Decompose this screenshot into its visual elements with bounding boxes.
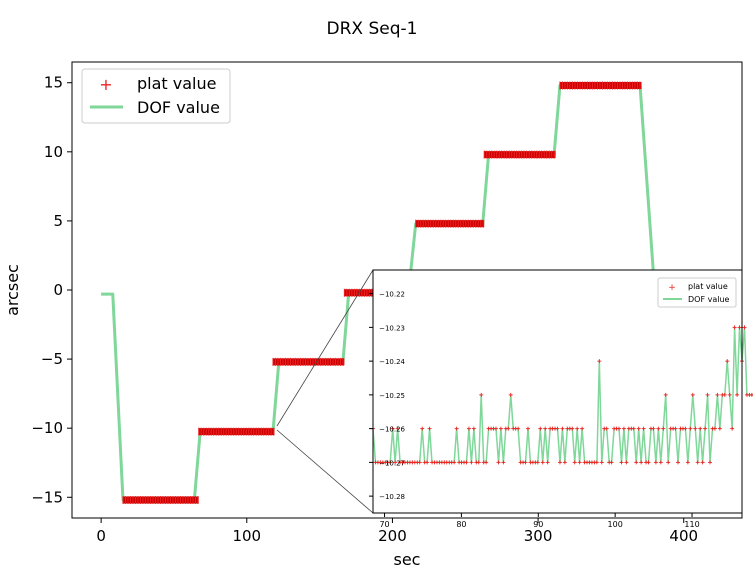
main-legend: + plat value DOF value <box>81 68 231 124</box>
inset-y-tick-label: −10.28 <box>379 493 405 501</box>
x-tick-label: 100 <box>232 527 261 545</box>
inset-y-tick-label: −10.27 <box>379 459 405 467</box>
y-tick-label: −15 <box>31 488 63 506</box>
x-tick-label: 0 <box>96 527 106 545</box>
inset-plot-area <box>371 325 753 465</box>
inset-connectors <box>276 269 374 514</box>
y-tick-label: −10 <box>31 419 63 437</box>
y-axis-label: arcsec <box>3 264 22 316</box>
inset-y-tick-label: −10.23 <box>379 324 405 332</box>
inset-y-tick-label: −10.25 <box>379 392 405 400</box>
inset-axes-frame <box>372 269 743 514</box>
inset-x-tick-label: 90 <box>533 520 543 529</box>
main-legend-dof-label: DOF value <box>137 98 220 117</box>
chart-title: DRX Seq-1 <box>327 19 418 39</box>
main-legend-plat-marker: + <box>99 75 112 94</box>
inset-legend-plat-label: plat value <box>688 282 728 291</box>
y-tick-label: 5 <box>53 212 63 230</box>
inset-connector-bottom <box>276 429 374 514</box>
inset-legend: + plat value DOF value <box>657 277 737 308</box>
inset-legend-dof-label: DOF value <box>688 295 730 304</box>
x-axis-label: sec <box>394 550 421 569</box>
inset-y-tick-label: −10.22 <box>379 291 405 299</box>
inset-connector-top <box>276 269 374 427</box>
main-plot-area <box>101 81 657 505</box>
x-tick-label: 400 <box>669 527 698 545</box>
x-tick-label: 200 <box>378 527 407 545</box>
inset-x-tick-label: 100 <box>608 520 623 529</box>
y-tick-label: 0 <box>53 281 63 299</box>
inset-legend-plat-marker: + <box>668 283 676 293</box>
main-axis-ticks: 0 100 200 300 400 −15 −10 −5 0 5 10 15 <box>31 74 698 545</box>
inset-x-tick-label: 80 <box>456 520 466 529</box>
inset-axis-ticks: 70 80 90 100 110 −10.22 −10.23 −10.24 −10.25 −10.… <box>369 291 700 529</box>
y-tick-label: −5 <box>41 350 63 368</box>
y-tick-label: 15 <box>44 74 63 92</box>
y-tick-label: 10 <box>44 143 63 161</box>
inset-x-tick-label: 110 <box>684 520 699 529</box>
inset-x-tick-label: 70 <box>379 520 389 529</box>
inset-plot: 70 80 90 100 110 −10.22 −10.23 −10.24 −10.25 −10.… <box>369 269 753 529</box>
main-legend-plat-label: plat value <box>137 74 216 93</box>
x-tick-label: 300 <box>524 527 553 545</box>
inset-background <box>373 270 742 513</box>
inset-y-tick-label: −10.26 <box>379 426 405 434</box>
inset-y-tick-label: −10.24 <box>379 358 405 366</box>
main-legend-box <box>81 68 231 124</box>
